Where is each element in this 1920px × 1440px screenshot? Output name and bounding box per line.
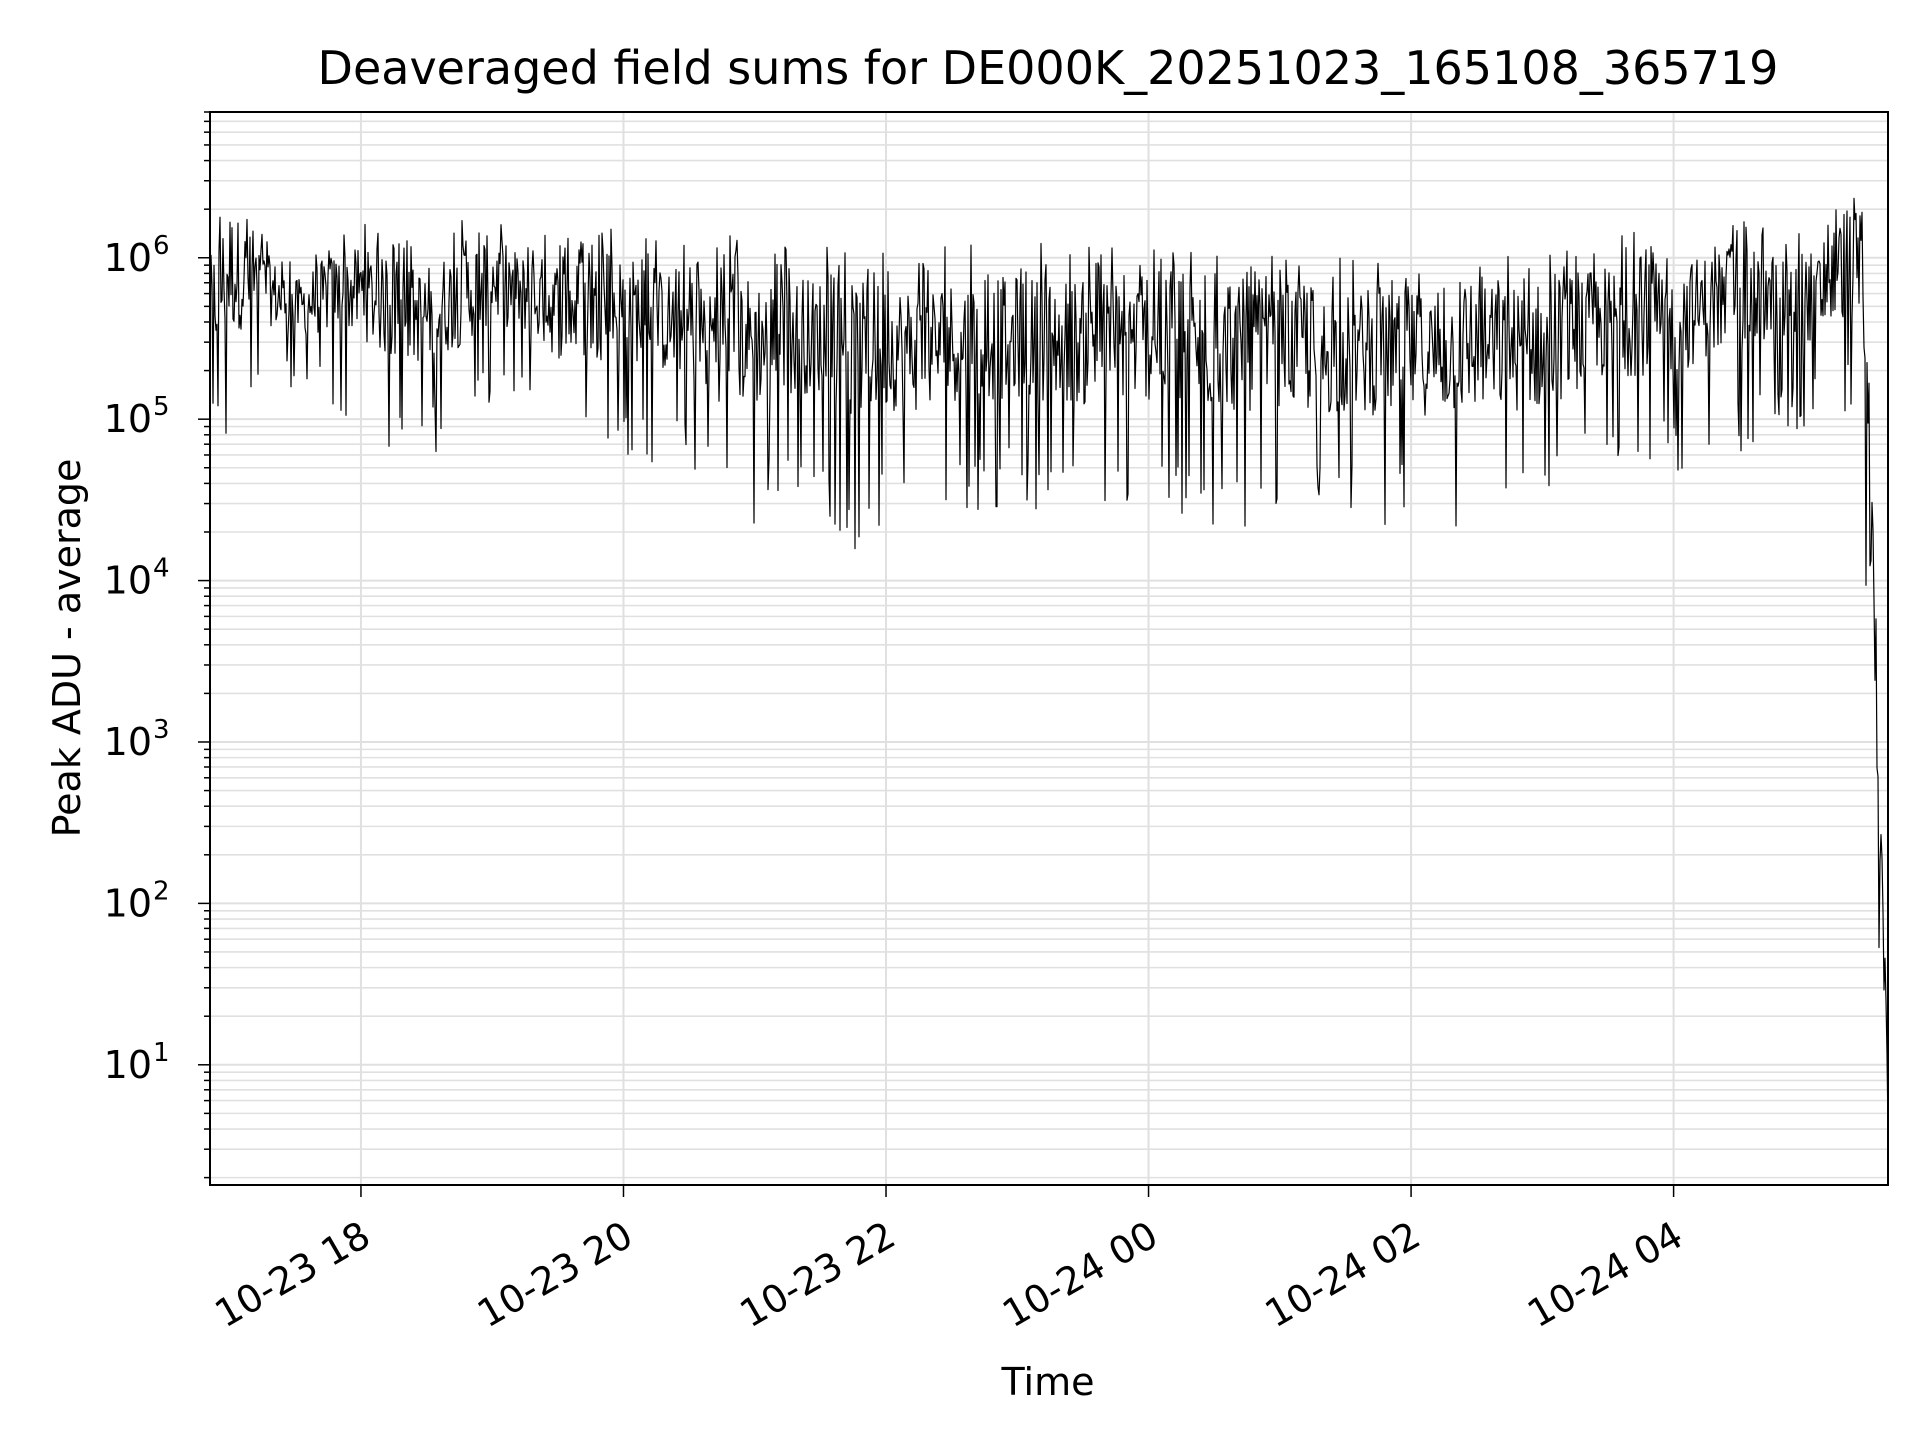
chart-title: Deaveraged field sums for DE000K_2025102… <box>318 41 1779 95</box>
plot-frame <box>209 111 1889 1186</box>
series-line <box>209 197 1889 1130</box>
y-tick-exponent: 6 <box>153 231 170 261</box>
data-layer <box>209 197 1889 1130</box>
y-tick-label: 10 <box>104 397 152 441</box>
y-tick-exponent: 5 <box>153 392 170 422</box>
y-tick-exponent: 2 <box>153 876 170 906</box>
y-tick-label: 10 <box>104 720 152 764</box>
y-tick-label: 10 <box>104 881 152 925</box>
y-tick-label: 10 <box>104 559 152 603</box>
y-axis-label: Peak ADU - average <box>45 459 89 838</box>
y-tick-exponent: 1 <box>153 1038 170 1068</box>
y-tick-label: 10 <box>104 236 152 280</box>
y-tick-label: 10 <box>104 1043 152 1087</box>
x-axis-label: Time <box>1001 1360 1095 1404</box>
y-tick-exponent: 4 <box>153 554 170 584</box>
y-tick-exponent: 3 <box>153 715 170 745</box>
